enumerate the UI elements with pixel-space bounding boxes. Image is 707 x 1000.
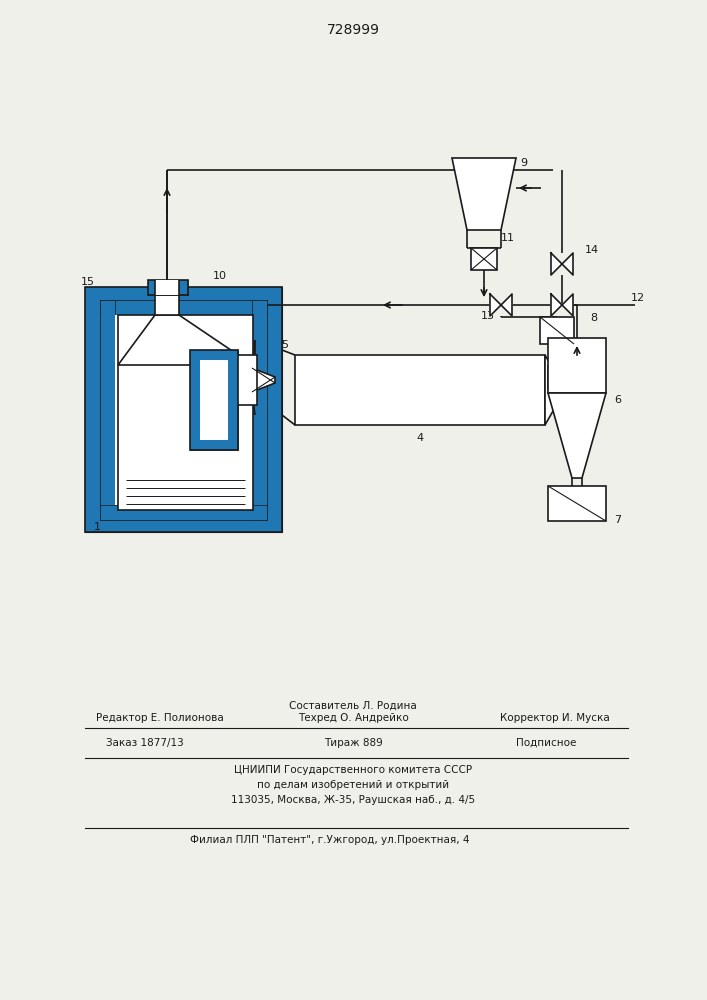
Text: Подписное: Подписное — [516, 738, 576, 748]
Text: 12: 12 — [631, 293, 645, 303]
Text: 14: 14 — [585, 245, 599, 255]
Polygon shape — [490, 294, 512, 316]
Bar — [295, 355, 545, 425]
Bar — [252, 300, 267, 520]
Bar — [237, 355, 257, 405]
Bar — [200, 360, 228, 440]
Text: 8: 8 — [590, 313, 597, 323]
Polygon shape — [551, 253, 573, 275]
Text: 11: 11 — [501, 233, 515, 243]
Polygon shape — [545, 355, 565, 425]
Bar — [100, 300, 115, 520]
Text: 728999: 728999 — [327, 23, 380, 37]
Text: 113035, Москва, Ж-35, Раушская наб., д. 4/5: 113035, Москва, Ж-35, Раушская наб., д. … — [231, 795, 475, 805]
Bar — [548, 486, 606, 521]
Text: Редактор Е. Полионова: Редактор Е. Полионова — [96, 713, 224, 723]
Text: 9: 9 — [520, 158, 527, 168]
Bar — [115, 315, 252, 505]
Text: Корректор И. Муска: Корректор И. Муска — [500, 713, 610, 723]
Bar — [540, 317, 574, 344]
Bar — [471, 248, 497, 270]
Bar — [148, 280, 188, 295]
Text: 13: 13 — [481, 311, 495, 321]
Text: 4: 4 — [416, 433, 423, 443]
Bar — [85, 287, 282, 532]
Bar — [100, 505, 267, 520]
Text: 10: 10 — [213, 271, 227, 281]
Text: Заказ 1877/13: Заказ 1877/13 — [106, 738, 184, 748]
Text: по делам изобретений и открытий: по делам изобретений и открытий — [257, 780, 449, 790]
Text: 6: 6 — [614, 395, 621, 405]
Bar — [118, 315, 253, 510]
Text: 15: 15 — [81, 277, 95, 287]
Bar — [148, 280, 188, 295]
Text: 3: 3 — [245, 427, 252, 437]
Polygon shape — [118, 315, 253, 365]
Bar — [85, 287, 282, 532]
Polygon shape — [551, 294, 573, 316]
Polygon shape — [252, 368, 275, 392]
Bar — [100, 300, 267, 315]
Bar — [548, 338, 606, 393]
Bar — [252, 300, 267, 520]
Bar — [100, 300, 267, 315]
Text: 2: 2 — [185, 495, 192, 505]
Bar — [190, 350, 238, 450]
Text: Составитель Л. Родина: Составитель Л. Родина — [289, 701, 417, 711]
Text: Тираж 889: Тираж 889 — [324, 738, 382, 748]
Bar — [100, 300, 115, 520]
Text: 7: 7 — [614, 515, 621, 525]
Text: 1: 1 — [93, 522, 100, 532]
Bar — [100, 505, 267, 520]
Bar — [155, 285, 179, 315]
Text: 5: 5 — [281, 340, 288, 350]
Text: ЦНИИПИ Государственного комитета СССР: ЦНИИПИ Государственного комитета СССР — [234, 765, 472, 775]
Polygon shape — [452, 158, 516, 230]
Text: Техред О. Андрейко: Техред О. Андрейко — [298, 713, 409, 723]
Polygon shape — [548, 393, 606, 478]
Bar — [155, 280, 179, 295]
Bar — [190, 350, 238, 450]
Text: Филиал ПЛП "Патент", г.Ужгород, ул.Проектная, 4: Филиал ПЛП "Патент", г.Ужгород, ул.Проек… — [190, 835, 469, 845]
